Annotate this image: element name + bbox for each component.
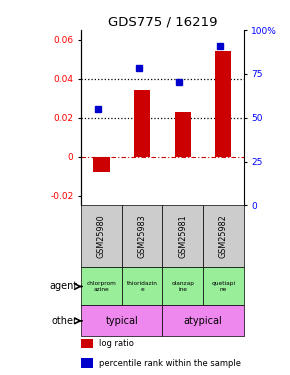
Bar — [122, 267, 162, 306]
Bar — [122, 206, 162, 267]
Text: other: other — [52, 316, 78, 326]
Text: typical: typical — [106, 316, 138, 326]
Bar — [93, 157, 110, 172]
Text: log ratio: log ratio — [99, 339, 134, 348]
Title: GDS775 / 16219: GDS775 / 16219 — [108, 16, 217, 29]
Text: thioridazin
e: thioridazin e — [127, 281, 157, 292]
Text: agent: agent — [50, 282, 78, 291]
Bar — [134, 90, 150, 157]
Text: quetiapi
ne: quetiapi ne — [211, 281, 235, 292]
Bar — [81, 339, 93, 348]
Bar — [81, 206, 122, 267]
Bar — [162, 306, 244, 336]
Text: atypical: atypical — [184, 316, 222, 326]
Bar — [175, 112, 191, 157]
Bar — [81, 306, 162, 336]
Bar — [81, 267, 122, 306]
Bar — [162, 206, 203, 267]
Text: olanzap
ine: olanzap ine — [171, 281, 194, 292]
Bar — [203, 267, 244, 306]
Text: GSM25983: GSM25983 — [137, 214, 147, 258]
Text: chlorprom
azine: chlorprom azine — [86, 281, 117, 292]
Bar — [81, 358, 93, 368]
Text: GSM25982: GSM25982 — [219, 214, 228, 258]
Bar — [162, 267, 203, 306]
Text: GSM25981: GSM25981 — [178, 214, 187, 258]
Text: percentile rank within the sample: percentile rank within the sample — [99, 359, 241, 368]
Bar — [203, 206, 244, 267]
Bar — [215, 51, 231, 157]
Text: GSM25980: GSM25980 — [97, 214, 106, 258]
